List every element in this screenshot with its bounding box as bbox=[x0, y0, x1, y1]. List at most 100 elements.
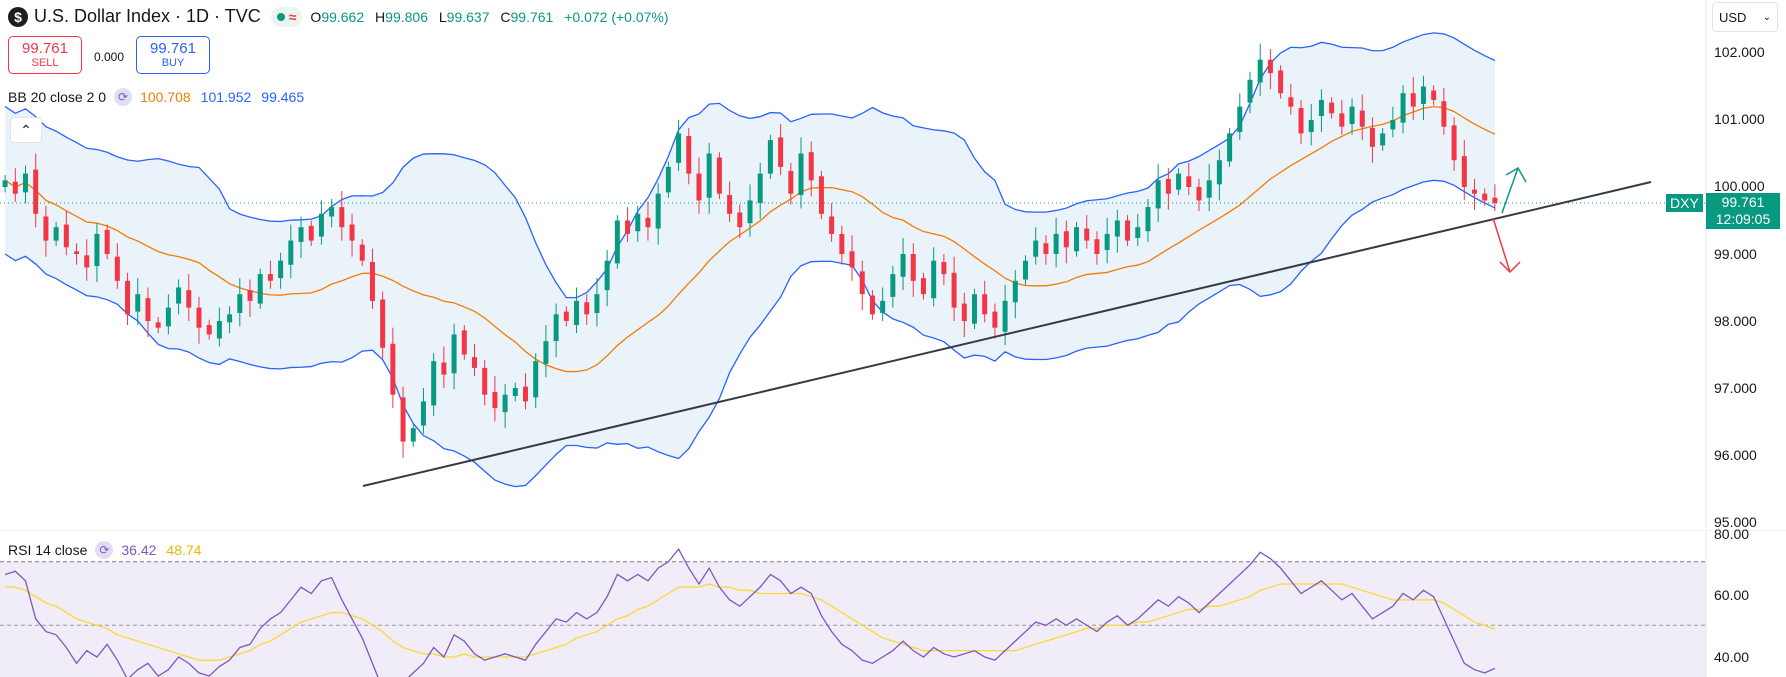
candle-body bbox=[216, 321, 222, 339]
candle-body bbox=[1074, 227, 1080, 252]
candle-body bbox=[1278, 70, 1284, 94]
rsi-chart[interactable] bbox=[0, 530, 1786, 677]
market-status[interactable]: ≈ bbox=[270, 6, 303, 27]
rsi-ma-line bbox=[5, 583, 1496, 661]
candle-body bbox=[676, 133, 682, 163]
candle-body bbox=[665, 166, 671, 193]
bullish-arrowhead bbox=[1505, 166, 1527, 183]
refresh-icon[interactable]: ⟳ bbox=[95, 541, 114, 559]
candle-body bbox=[125, 280, 131, 315]
currency-select[interactable]: USD ⌄ bbox=[1712, 2, 1778, 32]
buy-button[interactable]: 99.761 BUY bbox=[136, 36, 210, 74]
candle-body bbox=[1002, 300, 1008, 332]
rsi-legend[interactable]: RSI 14 close ⟳ 36.42 48.74 bbox=[8, 541, 201, 559]
candle-body bbox=[1339, 113, 1345, 127]
candle-body bbox=[165, 307, 171, 327]
price-axis-label: 100.000 bbox=[1714, 178, 1765, 194]
refresh-icon[interactable]: ⟳ bbox=[114, 88, 133, 106]
candle-body bbox=[1257, 59, 1263, 83]
candle-body bbox=[1482, 193, 1488, 201]
candle-body bbox=[451, 334, 457, 374]
ohlc-close-key: C bbox=[500, 8, 511, 25]
candle-body bbox=[196, 307, 202, 328]
candle-body bbox=[380, 299, 386, 348]
candle-body bbox=[1084, 228, 1090, 241]
candle-body bbox=[686, 136, 692, 174]
candle-body bbox=[1155, 180, 1161, 209]
candle-body bbox=[890, 274, 896, 297]
candle-body bbox=[1471, 189, 1477, 194]
rsi-line bbox=[4, 547, 1496, 677]
candle-body bbox=[400, 397, 406, 442]
ohlc-change: +0.072 (+0.07%) bbox=[564, 8, 669, 25]
candle-body bbox=[247, 290, 253, 301]
candle-body bbox=[1247, 79, 1253, 103]
candle-body bbox=[2, 180, 8, 187]
candle-body bbox=[135, 294, 141, 312]
sell-button[interactable]: 99.761 SELL bbox=[8, 36, 82, 74]
buy-label: BUY bbox=[161, 56, 185, 69]
candle-body bbox=[1400, 93, 1406, 123]
candle-body bbox=[1237, 106, 1243, 133]
price-axis-label: 98.000 bbox=[1714, 313, 1757, 329]
candle-body bbox=[1206, 180, 1212, 198]
candle-body bbox=[1033, 240, 1039, 257]
bb-lower-value: 99.465 bbox=[261, 89, 305, 105]
candle-body bbox=[523, 386, 529, 402]
candle-body bbox=[1216, 160, 1222, 185]
candle-body bbox=[512, 388, 518, 397]
ohlc-open-value: 99.662 bbox=[321, 8, 365, 25]
candle-body bbox=[584, 302, 590, 315]
bb-upper-value: 101.952 bbox=[200, 89, 252, 105]
candle-body bbox=[74, 251, 80, 254]
bb-fill bbox=[5, 32, 1495, 487]
candle-body bbox=[839, 233, 845, 254]
ohlc-values: O99.662 H99.806 L99.637 C99.761 +0.072 (… bbox=[310, 9, 675, 25]
candle-body bbox=[12, 181, 18, 194]
market-open-icon bbox=[276, 12, 285, 21]
candle-body bbox=[1023, 260, 1029, 280]
candle-body bbox=[94, 233, 100, 267]
candle-body bbox=[1451, 125, 1457, 161]
price-axis-label: 102.000 bbox=[1714, 44, 1765, 60]
candle-body bbox=[278, 260, 284, 279]
candle-body bbox=[625, 220, 631, 234]
price-chart[interactable] bbox=[0, 0, 1786, 528]
support-trendline bbox=[362, 181, 1652, 487]
candle-body bbox=[1420, 86, 1426, 104]
candle-body bbox=[574, 300, 580, 326]
candle-body bbox=[655, 193, 661, 229]
candle-body bbox=[308, 225, 314, 241]
symbol-title[interactable]: U.S. Dollar Index · 1D · TVC bbox=[34, 6, 261, 26]
candle-body bbox=[553, 314, 559, 342]
rsi-name: RSI 14 close bbox=[8, 542, 88, 558]
collapse-legend-button[interactable]: ⌃ bbox=[10, 117, 42, 143]
candle-body bbox=[910, 254, 916, 281]
ohlc-close-value: 99.761 bbox=[510, 8, 554, 25]
candle-body bbox=[880, 300, 886, 313]
ohlc-high-key: H bbox=[375, 8, 386, 25]
candle-body bbox=[237, 294, 243, 313]
candle-body bbox=[227, 314, 233, 323]
candle-body bbox=[1196, 187, 1202, 201]
price-axis-label: 99.000 bbox=[1714, 246, 1757, 262]
candle-body bbox=[1298, 107, 1304, 134]
wave-icon: ≈ bbox=[288, 8, 297, 25]
ohlc-low-value: 99.637 bbox=[446, 8, 490, 25]
candle-body bbox=[645, 217, 651, 228]
candle-body bbox=[267, 274, 273, 281]
candle-body bbox=[971, 294, 977, 324]
candle-body bbox=[1135, 227, 1141, 238]
candle-body bbox=[992, 311, 998, 328]
candle-body bbox=[757, 173, 763, 204]
candle-body bbox=[829, 216, 835, 234]
rsi-value: 36.42 bbox=[121, 542, 157, 558]
bullish-arrow bbox=[1501, 167, 1519, 214]
candle-body bbox=[1349, 106, 1355, 125]
candle-body bbox=[1114, 220, 1120, 237]
candle-body bbox=[982, 294, 988, 315]
candle-body bbox=[635, 213, 641, 232]
candle-body bbox=[84, 255, 90, 268]
bb-legend[interactable]: BB 20 close 2 0 ⟳ 100.708 101.952 99.465 bbox=[8, 88, 304, 106]
ohlc-open-key: O bbox=[310, 8, 322, 25]
